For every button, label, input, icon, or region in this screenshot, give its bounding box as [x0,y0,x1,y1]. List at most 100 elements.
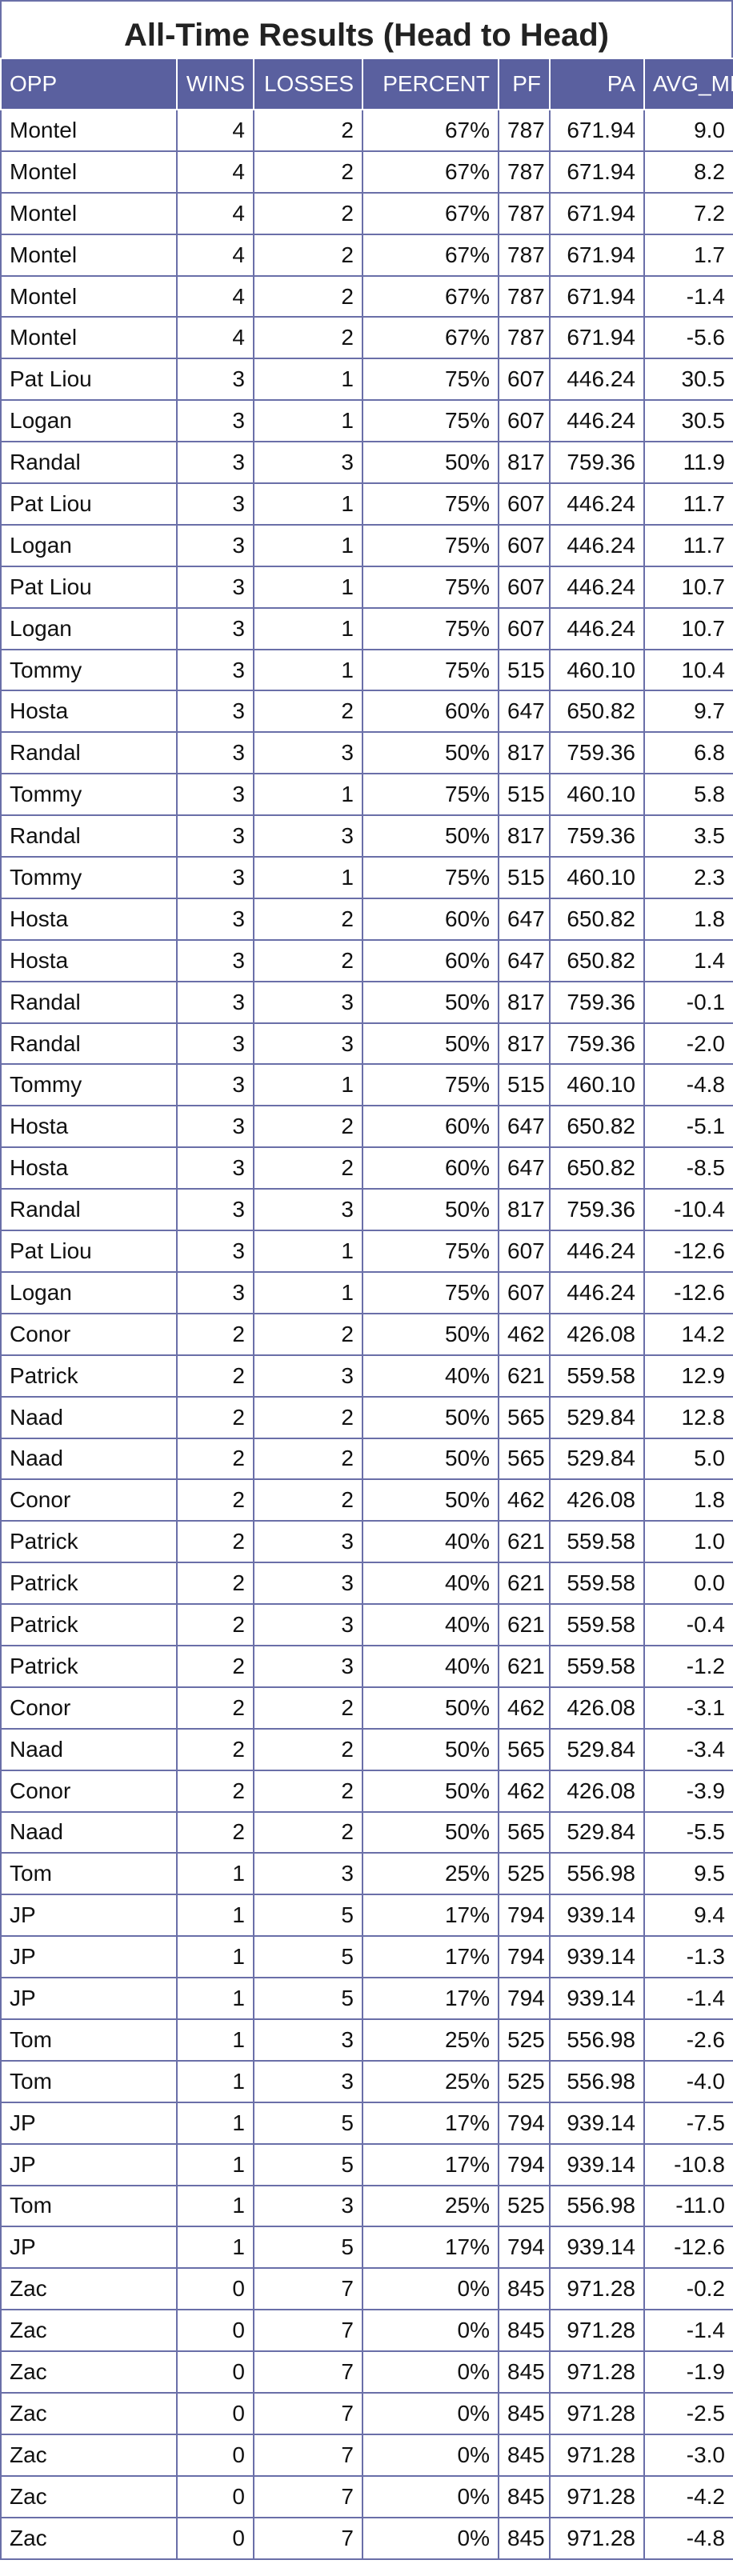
table-row: Naad 2 2 50% 565 529.84 -5.5 [0,1810,733,1854]
avg-mrg-cell: -4.8 [643,1063,733,1107]
losses-cell: 3 [253,2184,363,2228]
pa-cell: 939.14 [549,1977,645,2020]
wins-cell: 1 [176,2059,254,2103]
opp-cell: Naad [0,1810,178,1854]
opp-cell: Montel [0,150,178,194]
percent-cell: 25% [362,1852,499,1896]
table-row: Pat Liou 3 1 75% 607 446.24 11.7 [0,482,733,526]
pa-cell: 426.08 [549,1686,645,1730]
percent-cell: 0% [362,2433,499,2477]
opp-cell: Tommy [0,856,178,899]
losses-cell: 3 [253,1188,363,1232]
wins-cell: 3 [176,1105,254,1149]
opp-cell: JP [0,1977,178,2020]
column-header-pf[interactable]: PF [498,58,551,110]
column-header-losses[interactable]: LOSSES [253,58,363,110]
table-row: Tom 1 3 25% 525 556.98 -2.6 [0,2018,733,2062]
wins-cell: 3 [176,731,254,775]
avg-mrg-cell: 1.4 [643,938,733,982]
opp-cell: Montel [0,316,178,360]
opp-cell: Montel [0,233,178,277]
opp-cell: Tom [0,2018,178,2062]
losses-cell: 1 [253,482,363,526]
wins-cell: 2 [176,1354,254,1398]
pf-cell: 845 [498,2309,551,2353]
losses-cell: 5 [253,1935,363,1979]
column-header-avg-mrg[interactable]: AVG_MRG [643,58,733,110]
pf-cell: 787 [498,233,551,277]
losses-cell: 2 [253,1686,363,1730]
pa-cell: 559.58 [549,1520,645,1564]
losses-cell: 3 [253,1520,363,1564]
avg-mrg-cell: -3.9 [643,1769,733,1813]
percent-cell: 50% [362,1727,499,1771]
wins-cell: 4 [176,274,254,318]
pf-cell: 787 [498,274,551,318]
percent-cell: 50% [362,1478,499,1522]
pa-cell: 759.36 [549,980,645,1024]
pa-cell: 559.58 [549,1603,645,1646]
column-header-pa[interactable]: PA [549,58,645,110]
avg-mrg-cell: -10.4 [643,1188,733,1232]
losses-cell: 2 [253,109,363,152]
pa-cell: 556.98 [549,2184,645,2228]
wins-cell: 3 [176,565,254,609]
avg-mrg-cell: -2.5 [643,2391,733,2435]
wins-cell: 3 [176,690,254,734]
table-row: Patrick 2 3 40% 621 559.58 0.0 [0,1562,733,1606]
avg-mrg-cell: 12.8 [643,1395,733,1439]
pf-cell: 621 [498,1644,551,1688]
opp-cell: Zac [0,2267,178,2311]
table-row: Randal 3 3 50% 817 759.36 -2.0 [0,1022,733,1066]
pa-cell: 446.24 [549,606,645,650]
opp-cell: Conor [0,1312,178,1356]
wins-cell: 0 [176,2516,254,2560]
opp-cell: Randal [0,1188,178,1232]
table-row: Naad 2 2 50% 565 529.84 5.0 [0,1437,733,1481]
table-row: JP 1 5 17% 794 939.14 -10.8 [0,2142,733,2186]
avg-mrg-cell: 1.8 [643,897,733,941]
pa-cell: 759.36 [549,1022,645,1066]
wins-cell: 1 [176,1935,254,1979]
wins-cell: 3 [176,773,254,817]
wins-cell: 3 [176,648,254,692]
column-header-wins[interactable]: WINS [176,58,254,110]
pa-cell: 460.10 [549,1063,645,1107]
pa-cell: 650.82 [549,690,645,734]
wins-cell: 2 [176,1478,254,1522]
percent-cell: 75% [362,482,499,526]
column-header-percent[interactable]: PERCENT [362,58,499,110]
percent-cell: 40% [362,1354,499,1398]
opp-cell: Zac [0,2474,178,2518]
table-row: Zac 0 7 0% 845 971.28 -0.2 [0,2267,733,2311]
percent-cell: 25% [362,2018,499,2062]
percent-cell: 75% [362,358,499,402]
avg-mrg-cell: -8.5 [643,1146,733,1190]
percent-cell: 75% [362,565,499,609]
opp-cell: Zac [0,2433,178,2477]
table-row: Conor 2 2 50% 462 426.08 -3.1 [0,1686,733,1730]
percent-cell: 17% [362,2142,499,2186]
pf-cell: 525 [498,2184,551,2228]
losses-cell: 3 [253,1644,363,1688]
pf-cell: 565 [498,1727,551,1771]
opp-cell: Randal [0,731,178,775]
percent-cell: 0% [362,2350,499,2394]
pa-cell: 556.98 [549,2059,645,2103]
pa-cell: 759.36 [549,1188,645,1232]
percent-cell: 25% [362,2059,499,2103]
pf-cell: 607 [498,1270,551,1314]
table-body: Montel 4 2 67% 787 671.94 9.0 Montel 4 2 67% 787 671… [0,109,733,2560]
percent-cell: 50% [362,731,499,775]
percent-cell: 40% [362,1603,499,1646]
avg-mrg-cell: -1.9 [643,2350,733,2394]
wins-cell: 0 [176,2267,254,2311]
wins-cell: 1 [176,2184,254,2228]
table-row: Randal 3 3 50% 817 759.36 3.5 [0,814,733,858]
avg-mrg-cell: 14.2 [643,1312,733,1356]
column-header-opp[interactable]: OPP [0,58,178,110]
table-row: JP 1 5 17% 794 939.14 -7.5 [0,2101,733,2145]
losses-cell: 3 [253,1562,363,1606]
pf-cell: 462 [498,1686,551,1730]
wins-cell: 3 [176,1022,254,1066]
